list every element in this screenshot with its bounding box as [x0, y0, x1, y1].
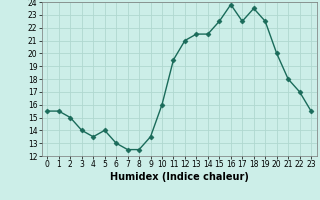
X-axis label: Humidex (Indice chaleur): Humidex (Indice chaleur)	[110, 172, 249, 182]
